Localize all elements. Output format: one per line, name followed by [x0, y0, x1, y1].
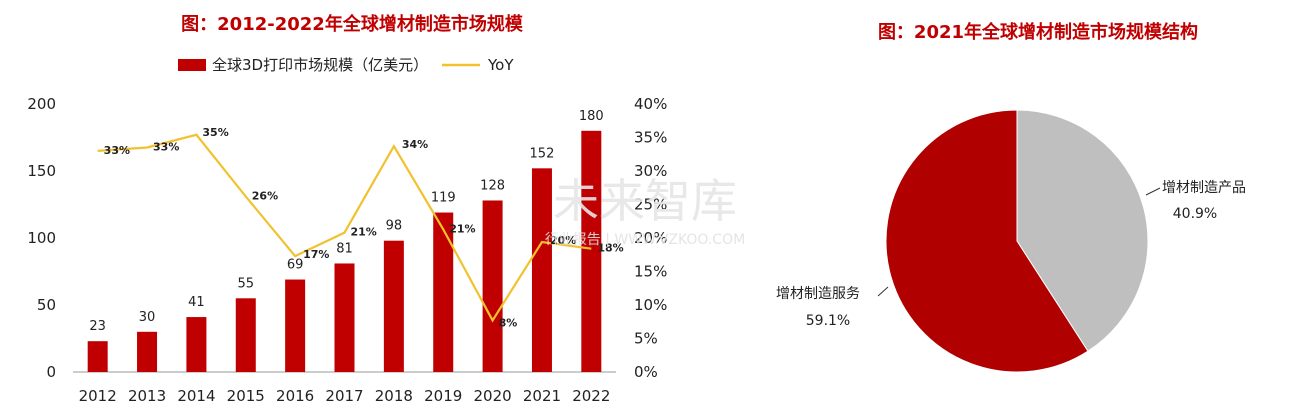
bar [137, 331, 158, 372]
watermark-sub: 行业报告 | WWW.VZKOO.COM [545, 232, 745, 248]
left-axis-tick-label: 200 [27, 95, 56, 113]
bar-value-label: 119 [431, 191, 456, 206]
pie-slices [885, 109, 1149, 373]
bar-chart-title: 图：2012-2022年全球增材制造市场规模 [181, 13, 524, 35]
bar [531, 168, 552, 372]
watermark: 未来智库 行业报告 | WWW.VZKOO.COM [545, 174, 745, 248]
x-axis-tick-label: 2022 [572, 387, 610, 405]
bar [433, 212, 454, 372]
bar [482, 200, 503, 372]
right-y-axis: 0% 5% 10% 15% 20% 25% 30% 35% 40% [634, 95, 667, 381]
bar-line-chart: 图：2012-2022年全球增材制造市场规模 全球3D打印市场规模（亿美元） Y… [27, 13, 667, 405]
yoy-value-label: 33% [153, 141, 179, 154]
bar [285, 279, 306, 372]
pie-value-services: 59.1% [806, 313, 850, 329]
x-axis-tick-label: 2013 [128, 387, 166, 405]
x-axis-tick-label: 2019 [424, 387, 462, 405]
pie-value-products: 40.9% [1173, 206, 1217, 222]
x-axis-tick-label: 2018 [375, 387, 413, 405]
right-axis-tick-label: 30% [634, 162, 667, 180]
yoy-value-label: 8% [499, 316, 518, 329]
x-axis-tick-label: 2015 [227, 387, 265, 405]
x-axis-tick-label: 2016 [276, 387, 314, 405]
bar-value-label: 41 [188, 295, 205, 310]
left-axis-tick-label: 100 [27, 229, 56, 247]
bar [581, 130, 602, 372]
pie-leader-line-products [1145, 187, 1161, 196]
yoy-value-label: 17% [303, 248, 329, 261]
right-axis-tick-label: 0% [634, 363, 658, 381]
x-axis-tick-label: 2012 [79, 387, 117, 405]
yoy-value-label: 18% [597, 242, 623, 255]
bar [87, 341, 108, 372]
watermark-main: 未来智库 [553, 174, 737, 228]
yoy-value-label: 33% [104, 144, 130, 157]
bar [235, 298, 256, 372]
right-axis-tick-label: 40% [634, 95, 667, 113]
right-axis-tick-label: 20% [634, 229, 667, 247]
bar-value-label: 98 [386, 219, 403, 234]
right-axis-tick-label: 10% [634, 296, 667, 314]
pie-slice [885, 109, 1089, 373]
yoy-value-label: 20% [550, 234, 576, 247]
right-axis-tick-label: 35% [634, 129, 667, 147]
right-axis-tick-label: 15% [634, 263, 667, 281]
x-axis-tick-label: 2017 [325, 387, 363, 405]
legend-label-bar: 全球3D打印市场规模（亿美元） [212, 56, 428, 74]
left-axis-tick-label: 50 [37, 296, 56, 314]
yoy-value-label: 34% [402, 138, 428, 151]
x-axis: 2012 2013 2014 2015 2016 2017 2018 2019 2020 2021… [79, 387, 611, 405]
pie-leader-line-services [877, 286, 889, 297]
pie-label-services: 增材制造服务 [776, 286, 860, 302]
right-axis-tick-label: 25% [634, 196, 667, 214]
bar [334, 263, 355, 372]
x-axis-tick-label: 2021 [523, 387, 561, 405]
legend-swatch-bar [178, 59, 206, 71]
bar-value-label: 23 [89, 319, 106, 334]
bar-value-label: 30 [139, 310, 156, 325]
x-axis-tick-label: 2020 [473, 387, 511, 405]
bar-value-label: 69 [287, 258, 304, 273]
legend: 全球3D打印市场规模（亿美元） YoY [178, 56, 514, 74]
bar [383, 240, 404, 372]
yoy-value-label: 21% [449, 222, 475, 235]
yoy-value-label: 21% [351, 226, 377, 239]
bar-value-label: 81 [336, 241, 353, 256]
bar [186, 317, 207, 372]
yoy-value-label: 26% [252, 189, 278, 202]
left-axis-tick-label: 0 [46, 363, 56, 381]
yoy-value-label: 35% [202, 126, 228, 139]
pie-label-products: 增材制造产品 [1162, 180, 1246, 196]
yoy-labels: 33% 33% 35% 26% 17% 21% 34% 21% 8% 20% 18% [104, 126, 624, 330]
bar-value-label: 152 [530, 146, 555, 161]
pie-slice [1016, 109, 1149, 352]
bar-value-labels: 23 30 41 55 69 81 98 119 128 152 180 [89, 109, 603, 334]
bar-series [87, 130, 602, 372]
pie-chart-title: 图：2021年全球增材制造市场规模结构 [878, 21, 1198, 43]
bar-value-label: 55 [237, 276, 254, 291]
bar-value-label: 180 [579, 109, 604, 124]
yoy-line [97, 133, 592, 323]
left-axis-tick-label: 150 [27, 162, 56, 180]
x-axis-tick-label: 2014 [177, 387, 215, 405]
legend-label-line: YoY [487, 56, 514, 74]
left-y-axis: 0 50 100 150 200 [27, 95, 56, 381]
right-axis-tick-label: 5% [634, 330, 658, 348]
pie-chart: 图：2021年全球增材制造市场规模结构 增材制造产品 40.9% 增材制造服务 … [776, 21, 1246, 373]
bar-value-label: 128 [480, 178, 505, 193]
